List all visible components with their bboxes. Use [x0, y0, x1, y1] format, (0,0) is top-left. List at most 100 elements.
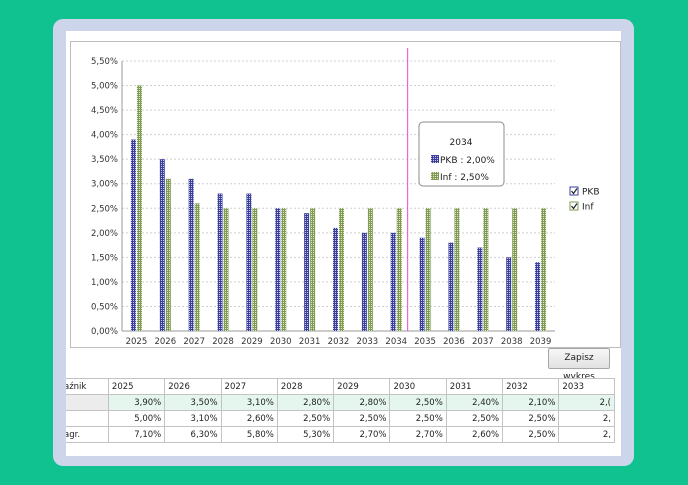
table-cell[interactable]: 2,50% — [276, 410, 335, 427]
column-header[interactable]: 2033 — [558, 378, 615, 395]
column-header[interactable]: 2028 — [276, 378, 335, 395]
table-cell[interactable]: 3,50% — [164, 394, 222, 411]
bar-pkb-2038[interactable] — [506, 257, 512, 331]
bar-pkb-2028[interactable] — [217, 193, 223, 331]
x-tick-label: 2031 — [299, 337, 321, 347]
bar-inf-2027[interactable] — [194, 203, 200, 331]
row-label-cell[interactable]: agr. — [66, 426, 109, 443]
x-tick-label: 2036 — [443, 337, 465, 347]
window-frame: 0,00% 0,50% 1,00% 1,50% 2,00% 2,50% 3,00% 3,50%… — [53, 19, 634, 466]
save-chart-button[interactable]: Zapisz wykres — [548, 348, 610, 382]
check-icon — [571, 188, 578, 195]
table-cell[interactable]: 2,40% — [445, 394, 504, 411]
bar-inf-2032[interactable] — [339, 208, 344, 331]
column-header[interactable]: 2031 — [445, 378, 504, 395]
table-cell[interactable]: 2, — [558, 410, 615, 427]
column-header[interactable]: 2025 — [107, 378, 166, 395]
table-cell[interactable]: 2,( — [558, 394, 615, 411]
tooltip-box — [418, 121, 505, 187]
legend-checkbox-pkb[interactable] — [569, 186, 579, 196]
table-cell[interactable]: 2,50% — [445, 410, 504, 427]
bar-pkb-2025[interactable] — [130, 139, 136, 331]
y-tick-label: 5,50% — [91, 57, 118, 67]
x-tick-label: 2028 — [212, 337, 234, 347]
column-header[interactable]: 2026 — [164, 378, 222, 395]
bar-pkb-2035[interactable] — [419, 237, 425, 331]
table-cell[interactable]: 2,50% — [502, 410, 560, 427]
legend-checkbox-inf[interactable] — [569, 201, 579, 211]
bar-pkb-2030[interactable] — [275, 208, 281, 331]
table-cell[interactable]: 2,10% — [502, 394, 560, 411]
column-header[interactable]: 2030 — [389, 378, 447, 395]
table-cell[interactable]: 3,10% — [220, 394, 278, 411]
bar-inf-2035[interactable] — [425, 208, 431, 331]
tooltip-line-pkb: PKB : 2,00% — [440, 156, 495, 166]
x-tick-label: 2029 — [241, 337, 263, 347]
bar-inf-2037[interactable] — [483, 208, 489, 331]
bar-pkb-2032[interactable] — [333, 227, 338, 331]
bar-pkb-2034[interactable] — [390, 232, 396, 331]
table-cell[interactable]: 2,80% — [276, 394, 335, 411]
table-cell[interactable]: 3,10% — [164, 410, 222, 427]
table-cell[interactable]: 2,50% — [389, 410, 447, 427]
x-tick-label: 2034 — [385, 337, 407, 347]
tooltip-line-inf: Inf : 2,50% — [440, 173, 489, 183]
bar-pkb-2031[interactable] — [304, 213, 310, 331]
column-header[interactable]: 2032 — [502, 378, 560, 395]
table-cell[interactable]: 7,10% — [107, 426, 166, 443]
table-cell[interactable]: 5,00% — [107, 410, 166, 427]
row-label-cell[interactable] — [66, 410, 109, 427]
table-cell[interactable]: 2,50% — [389, 394, 447, 411]
table-cell[interactable]: 6,30% — [164, 426, 222, 443]
table-cell[interactable]: 2,50% — [502, 426, 560, 443]
bar-inf-2039[interactable] — [541, 208, 547, 331]
table-cell[interactable]: 5,30% — [276, 426, 335, 443]
bar-inf-2026[interactable] — [165, 178, 171, 331]
bar-pkb-2036[interactable] — [448, 242, 454, 331]
table-cell[interactable]: 2,50% — [333, 410, 391, 427]
bar-inf-2034[interactable] — [396, 208, 402, 331]
bar-pkb-2027[interactable] — [188, 178, 194, 331]
bar-pkb-2033[interactable] — [361, 232, 367, 331]
table-row[interactable]: 3,90% 3,50% 3,10% 2,80% 2,80% 2,50% 2,40% 2,10%… — [66, 394, 615, 411]
table-cell[interactable]: 3,90% — [107, 394, 166, 411]
table-cell[interactable]: 2,60% — [220, 410, 278, 427]
bar-inf-2033[interactable] — [367, 208, 373, 331]
legend-label-inf: Inf — [582, 203, 594, 213]
x-tick-label: 2035 — [414, 337, 436, 347]
column-header[interactable]: 2029 — [333, 378, 391, 395]
bar-pkb-2026[interactable] — [159, 159, 165, 331]
tooltip-swatch-inf — [431, 172, 439, 180]
table-cell[interactable]: 2, — [558, 426, 615, 443]
y-tick-label: 4,00% — [91, 131, 118, 141]
table-cell[interactable]: 2,70% — [333, 426, 391, 443]
data-table: aźnik 2025 2026 2027 2028 2029 2030 2031 2032 203… — [66, 378, 615, 443]
row-label-cell[interactable] — [66, 394, 109, 411]
table-row[interactable]: agr.7,10%6,30%5,80%5,30%2,70%2,70%2,60%2… — [66, 426, 615, 443]
y-tick-label: 1,00% — [91, 278, 118, 288]
table-cell[interactable]: 2,60% — [445, 426, 504, 443]
y-tick-label: 2,50% — [91, 204, 118, 214]
bar-inf-2025[interactable] — [136, 85, 142, 331]
table-cell[interactable]: 2,70% — [389, 426, 447, 443]
table-row[interactable]: 5,00% 3,10% 2,60% 2,50% 2,50% 2,50% 2,50% 2,50%… — [66, 410, 615, 427]
bar-inf-2028[interactable] — [223, 208, 229, 331]
bar-inf-2029[interactable] — [252, 208, 258, 331]
bar-pkb-2029[interactable] — [246, 193, 252, 331]
table-cell[interactable]: 2,80% — [333, 394, 391, 411]
table-header-row: aźnik 2025 2026 2027 2028 2029 2030 2031 2032 203… — [66, 378, 615, 395]
bar-inf-2036[interactable] — [454, 208, 460, 331]
bar-inf-2030[interactable] — [281, 208, 287, 331]
column-header[interactable]: aźnik — [66, 378, 109, 395]
legend-item-pkb[interactable]: PKB — [569, 186, 600, 198]
content-panel: 0,00% 0,50% 1,00% 1,50% 2,00% 2,50% 3,00% 3,50%… — [66, 31, 621, 456]
table-cell[interactable]: 5,80% — [220, 426, 278, 443]
bar-pkb-2039[interactable] — [535, 262, 541, 331]
bar-pkb-2037[interactable] — [477, 247, 483, 331]
legend-item-inf[interactable]: Inf — [569, 201, 594, 213]
bar-inf-2038[interactable] — [512, 208, 518, 331]
tooltip: 2034 PKB : 2,00% Inf : 2,50% — [418, 121, 505, 187]
column-header[interactable]: 2027 — [220, 378, 278, 395]
y-tick-label: 3,50% — [91, 155, 118, 165]
bar-inf-2031[interactable] — [310, 208, 316, 331]
